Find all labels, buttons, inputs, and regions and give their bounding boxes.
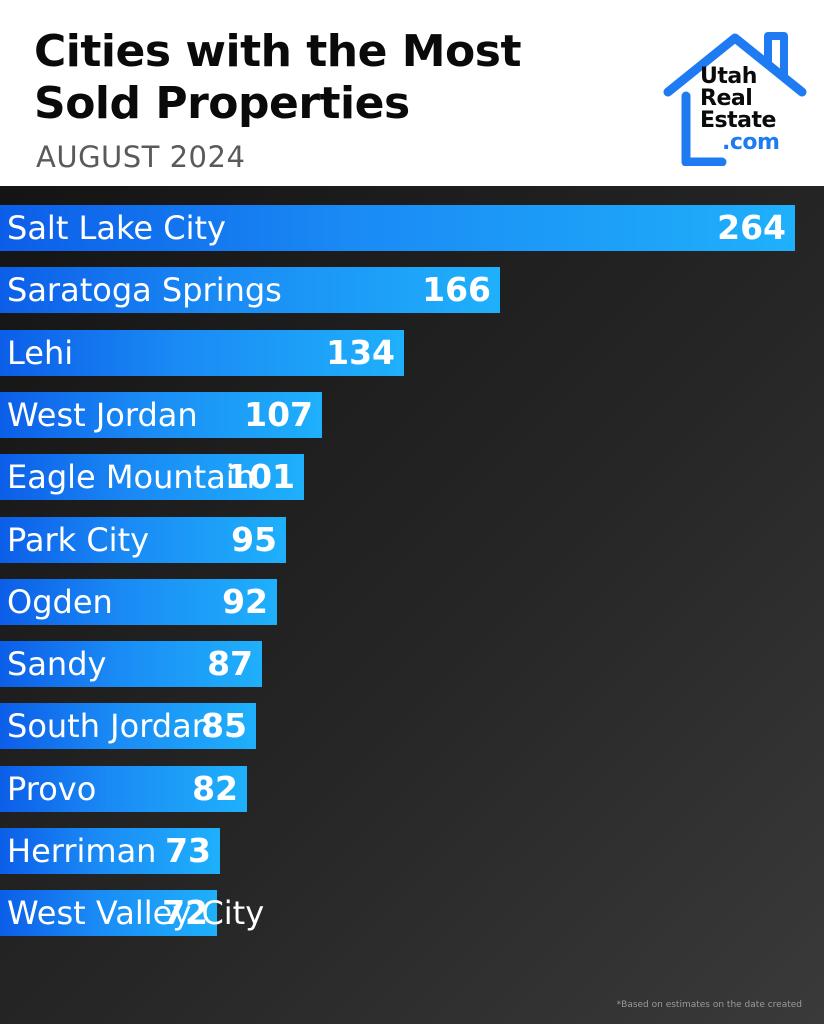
chart-title: Cities with the Most Sold Properties	[34, 26, 634, 130]
bar-value-label: 92	[222, 582, 268, 621]
header: Cities with the Most Sold Properties AUG…	[0, 0, 824, 186]
house-logo-icon	[663, 32, 807, 166]
bar: Lehi 134	[0, 330, 404, 376]
bar: Salt Lake City 264	[0, 205, 795, 251]
bar-category-label: Park City	[7, 521, 150, 559]
bar-value-label: 87	[207, 644, 253, 683]
bar-chart: Salt Lake City 264 Saratoga Springs 166 Lehi…	[0, 186, 824, 1024]
bar-value-label: 72	[162, 893, 208, 932]
bar-category-label: Provo	[7, 770, 97, 808]
logo-word-com: .com	[722, 130, 780, 155]
logo-word-estate: Estate	[700, 108, 776, 133]
bar-value-label: 107	[244, 395, 313, 434]
bar-category-label: Lehi	[7, 334, 74, 372]
bar: Sandy 87	[0, 641, 262, 687]
bar-category-label: West Jordan	[7, 396, 198, 434]
bar-value-label: 264	[717, 208, 786, 247]
bar-category-label: West Valley City	[7, 894, 265, 932]
bar-category-label: Herriman	[7, 832, 157, 870]
bar: Ogden 92	[0, 579, 277, 625]
bar: South Jordan 85	[0, 703, 256, 749]
bar-value-label: 166	[422, 270, 491, 309]
bar-category-label: Sandy	[7, 645, 107, 683]
bar: Herriman 73	[0, 828, 220, 874]
logo-word-utah: Utah	[700, 64, 757, 89]
bar-value-label: 82	[192, 769, 238, 808]
bar-category-label: South Jordan	[7, 707, 212, 745]
bar: Eagle Mountain 101	[0, 454, 304, 500]
bar-category-label: Salt Lake City	[7, 209, 226, 247]
chart-subtitle: AUGUST 2024	[36, 140, 246, 174]
bar: West Valley City 72	[0, 890, 264, 936]
bar-value-label: 85	[201, 706, 247, 745]
bar: West Jordan 107	[0, 392, 322, 438]
bar-value-label: 101	[226, 457, 295, 496]
bar: Provo 82	[0, 766, 247, 812]
bar-value-label: 134	[326, 333, 395, 372]
bar: Park City 95	[0, 517, 286, 563]
logo-word-real: Real	[700, 86, 753, 111]
footnote: *Based on estimates on the date created	[616, 1000, 802, 1010]
logo: Utah Real Estate .com	[662, 30, 808, 166]
chart-panel: Salt Lake City 264 Saratoga Springs 166 Lehi…	[0, 186, 824, 1024]
bar-value-label: 95	[231, 520, 277, 559]
bar-value-label: 73	[165, 831, 211, 870]
bar-category-label: Eagle Mountain	[7, 458, 255, 496]
logo-text: Utah Real Estate .com	[700, 66, 804, 154]
chart-title-line-1: Cities with the Most	[34, 26, 522, 77]
bar-category-label: Ogden	[7, 583, 113, 621]
bar: Saratoga Springs 166	[0, 267, 500, 313]
bar-category-label: Saratoga Springs	[7, 271, 282, 309]
chart-title-line-2: Sold Properties	[34, 78, 410, 129]
